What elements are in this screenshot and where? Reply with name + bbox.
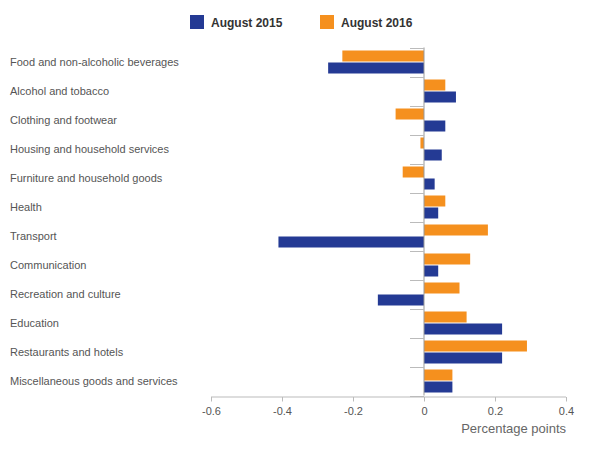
- category-separator: [410, 338, 424, 339]
- category-label-line: Miscellaneous goods and services: [10, 375, 178, 387]
- chart: August 2015 August 2016 Food and non-alcoh…: [0, 0, 600, 450]
- bar: [424, 208, 438, 219]
- bar: [278, 237, 424, 248]
- category-label-line: Food and non-alcoholic beverages: [10, 56, 179, 68]
- x-tick: [282, 397, 283, 402]
- legend-swatch: [320, 15, 334, 29]
- category-label: Health: [10, 201, 42, 213]
- bar: [424, 283, 460, 294]
- x-tick: [495, 397, 496, 402]
- x-tick: [353, 397, 354, 402]
- bar: [424, 370, 452, 381]
- x-tick-label: 0.2: [488, 405, 503, 417]
- category-separator: [410, 193, 424, 194]
- bar: [424, 266, 438, 277]
- category-label-line: Education: [10, 317, 59, 329]
- x-tick-label: -0.4: [273, 405, 292, 417]
- bar: [378, 295, 424, 306]
- category-label: Furniture and household goods: [10, 172, 163, 184]
- bar: [328, 63, 424, 74]
- bar: [424, 225, 488, 236]
- x-tick-label: 0.4: [559, 405, 574, 417]
- legend-label: August 2016: [341, 16, 413, 30]
- legend-label: August 2015: [211, 16, 283, 30]
- x-tick: [211, 397, 212, 402]
- bar: [403, 167, 424, 178]
- category-separator: [410, 280, 424, 281]
- category-label: Recreation and culture: [10, 288, 121, 300]
- bar: [424, 196, 445, 207]
- bar: [424, 341, 527, 352]
- bar: [424, 312, 467, 323]
- category-label: Alcohol and tobacco: [10, 85, 109, 97]
- category-label-line: Transport: [10, 230, 57, 242]
- category-label-line: Furniture and household goods: [10, 172, 163, 184]
- zero-line: [424, 48, 425, 396]
- category-label: Miscellaneous goods and services: [10, 375, 178, 387]
- category-separator: [410, 106, 424, 107]
- x-axis-label: Percentage points: [461, 421, 566, 436]
- category-label-line: Housing and household services: [10, 143, 169, 155]
- bar: [420, 138, 424, 149]
- category-separator: [410, 251, 424, 252]
- category-separator: [410, 309, 424, 310]
- bar: [424, 254, 470, 265]
- bar: [396, 109, 424, 120]
- bar: [424, 382, 452, 393]
- bar: [424, 121, 445, 132]
- category-label: Education: [10, 317, 59, 329]
- category-label-line: Recreation and culture: [10, 288, 121, 300]
- x-tick: [566, 397, 567, 402]
- category-label-line: Communication: [10, 259, 86, 271]
- category-label: Communication: [10, 259, 86, 271]
- category-label: Housing and household services: [10, 143, 169, 155]
- category-separator: [410, 135, 424, 136]
- x-tick: [424, 397, 425, 402]
- category-separator: [410, 367, 424, 368]
- legend: August 2015 August 2016: [190, 15, 413, 30]
- category-label-line: Health: [10, 201, 42, 213]
- bar: [424, 92, 456, 103]
- category-separator: [410, 77, 424, 78]
- category-separator: [410, 48, 424, 49]
- bar: [424, 80, 445, 91]
- bar: [424, 324, 502, 335]
- bar: [342, 51, 424, 62]
- x-axis: [211, 397, 566, 398]
- category-label: Food and non-alcoholic beverages: [10, 56, 179, 68]
- legend-swatch: [190, 15, 204, 29]
- category-label-line: Alcohol and tobacco: [10, 85, 109, 97]
- category-label: Clothing and footwear: [10, 114, 117, 126]
- bar: [424, 150, 442, 161]
- category-label-line: Clothing and footwear: [10, 114, 117, 126]
- category-label: Transport: [10, 230, 57, 242]
- category-label-line: Restaurants and hotels: [10, 346, 124, 358]
- bar: [424, 353, 502, 364]
- x-tick-label: -0.2: [344, 405, 363, 417]
- category-separator: [410, 164, 424, 165]
- bar: [424, 179, 435, 190]
- bars: [278, 51, 527, 393]
- x-tick-label: -0.6: [202, 405, 221, 417]
- category-separator: [410, 222, 424, 223]
- category-label: Restaurants and hotels: [10, 346, 124, 358]
- x-tick-label: 0: [421, 405, 427, 417]
